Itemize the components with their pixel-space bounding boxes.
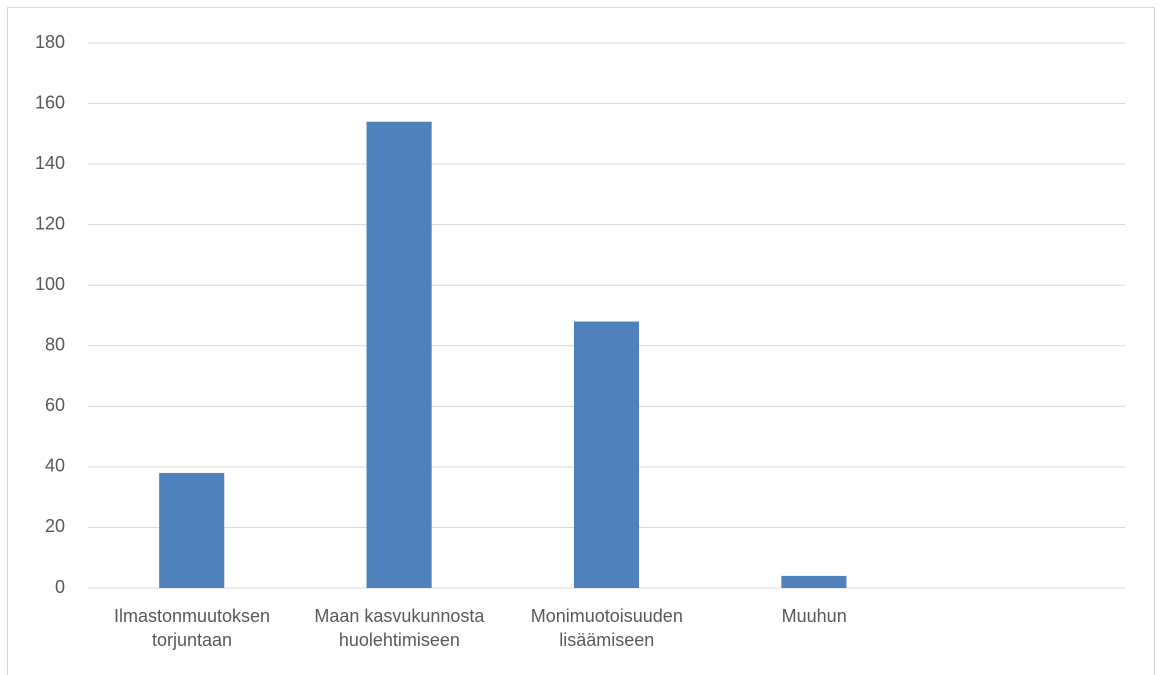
y-tick-label: 20	[45, 516, 65, 536]
y-tick-label: 120	[35, 213, 65, 233]
y-tick-label: 60	[45, 395, 65, 415]
y-tick-label: 160	[35, 92, 65, 112]
bar	[573, 321, 640, 588]
bar	[366, 121, 432, 588]
x-tick-label: Ilmastonmuutoksen torjuntaan	[113, 606, 271, 650]
y-tick-label: 40	[45, 456, 65, 476]
x-tick-label: Monimuotoisuuden lisäämiseen	[530, 606, 683, 650]
y-tick-label: 180	[35, 32, 65, 52]
y-tick-label: 80	[45, 335, 65, 355]
y-tick-label: 100	[35, 274, 65, 294]
bar	[781, 575, 847, 588]
x-tick-label: Muuhun	[781, 606, 847, 626]
chart-border	[7, 7, 1155, 675]
y-tick-label: 140	[35, 153, 65, 173]
y-tick-label: 0	[55, 577, 65, 597]
x-tick-label: Maan kasvukunnosta huolehtimiseen	[314, 606, 485, 650]
bar	[159, 472, 225, 588]
